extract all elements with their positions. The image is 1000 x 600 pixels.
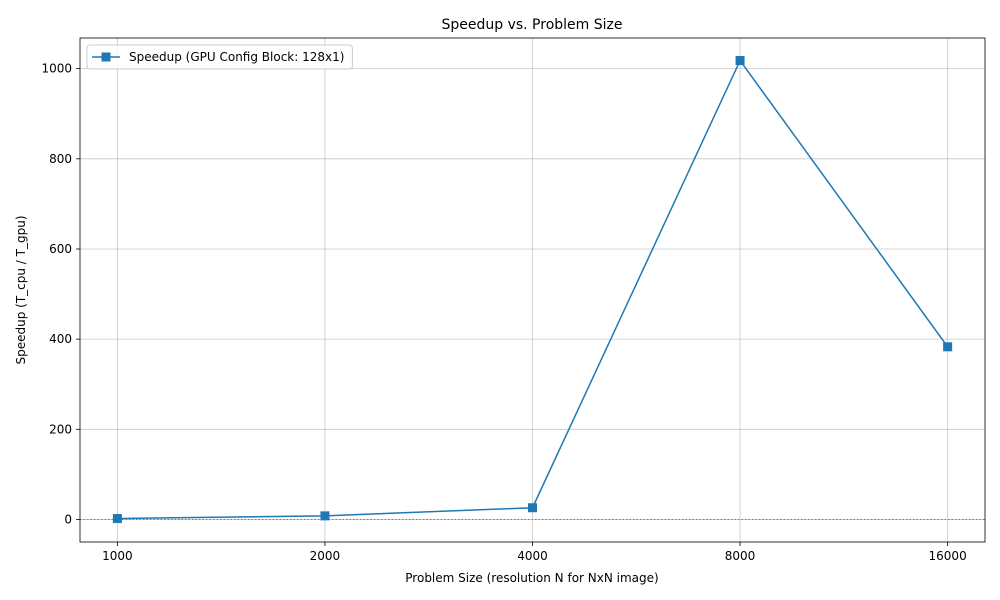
x-tick-label: 4000 <box>517 549 548 563</box>
x-tick-label: 16000 <box>929 549 967 563</box>
grid <box>80 38 985 542</box>
chart-title: Speedup vs. Problem Size <box>441 17 622 33</box>
y-tick-label: 200 <box>49 422 72 436</box>
y-tick-label: 400 <box>49 332 72 346</box>
y-axis-label: Speedup (T_cpu / T_gpu) <box>14 215 28 364</box>
legend: Speedup (GPU Config Block: 128x1) <box>86 44 353 70</box>
data-point <box>528 503 537 513</box>
series-layer <box>112 56 953 524</box>
legend-box <box>86 44 353 70</box>
data-point <box>320 511 330 521</box>
y-axis-ticks: 0 200 400 600 800 1000 <box>41 62 80 526</box>
legend-label: Speedup (GPU Config Block: 128x1) <box>129 50 344 64</box>
y-tick-label: 0 <box>64 512 72 526</box>
data-point <box>943 342 953 352</box>
y-tick-label: 600 <box>49 242 72 256</box>
y-tick-label: 800 <box>49 152 72 166</box>
data-point <box>112 514 122 524</box>
x-tick-label: 2000 <box>310 549 341 563</box>
x-axis-label: Problem Size (resolution N for NxN image… <box>405 571 658 585</box>
legend-marker-swatch <box>101 52 111 62</box>
data-point <box>735 56 745 66</box>
y-tick-label: 1000 <box>41 62 72 76</box>
x-tick-label: 8000 <box>725 549 756 563</box>
x-axis-ticks: 1000 2000 4000 8000 16000 <box>102 542 967 563</box>
x-tick-label: 1000 <box>102 549 133 563</box>
